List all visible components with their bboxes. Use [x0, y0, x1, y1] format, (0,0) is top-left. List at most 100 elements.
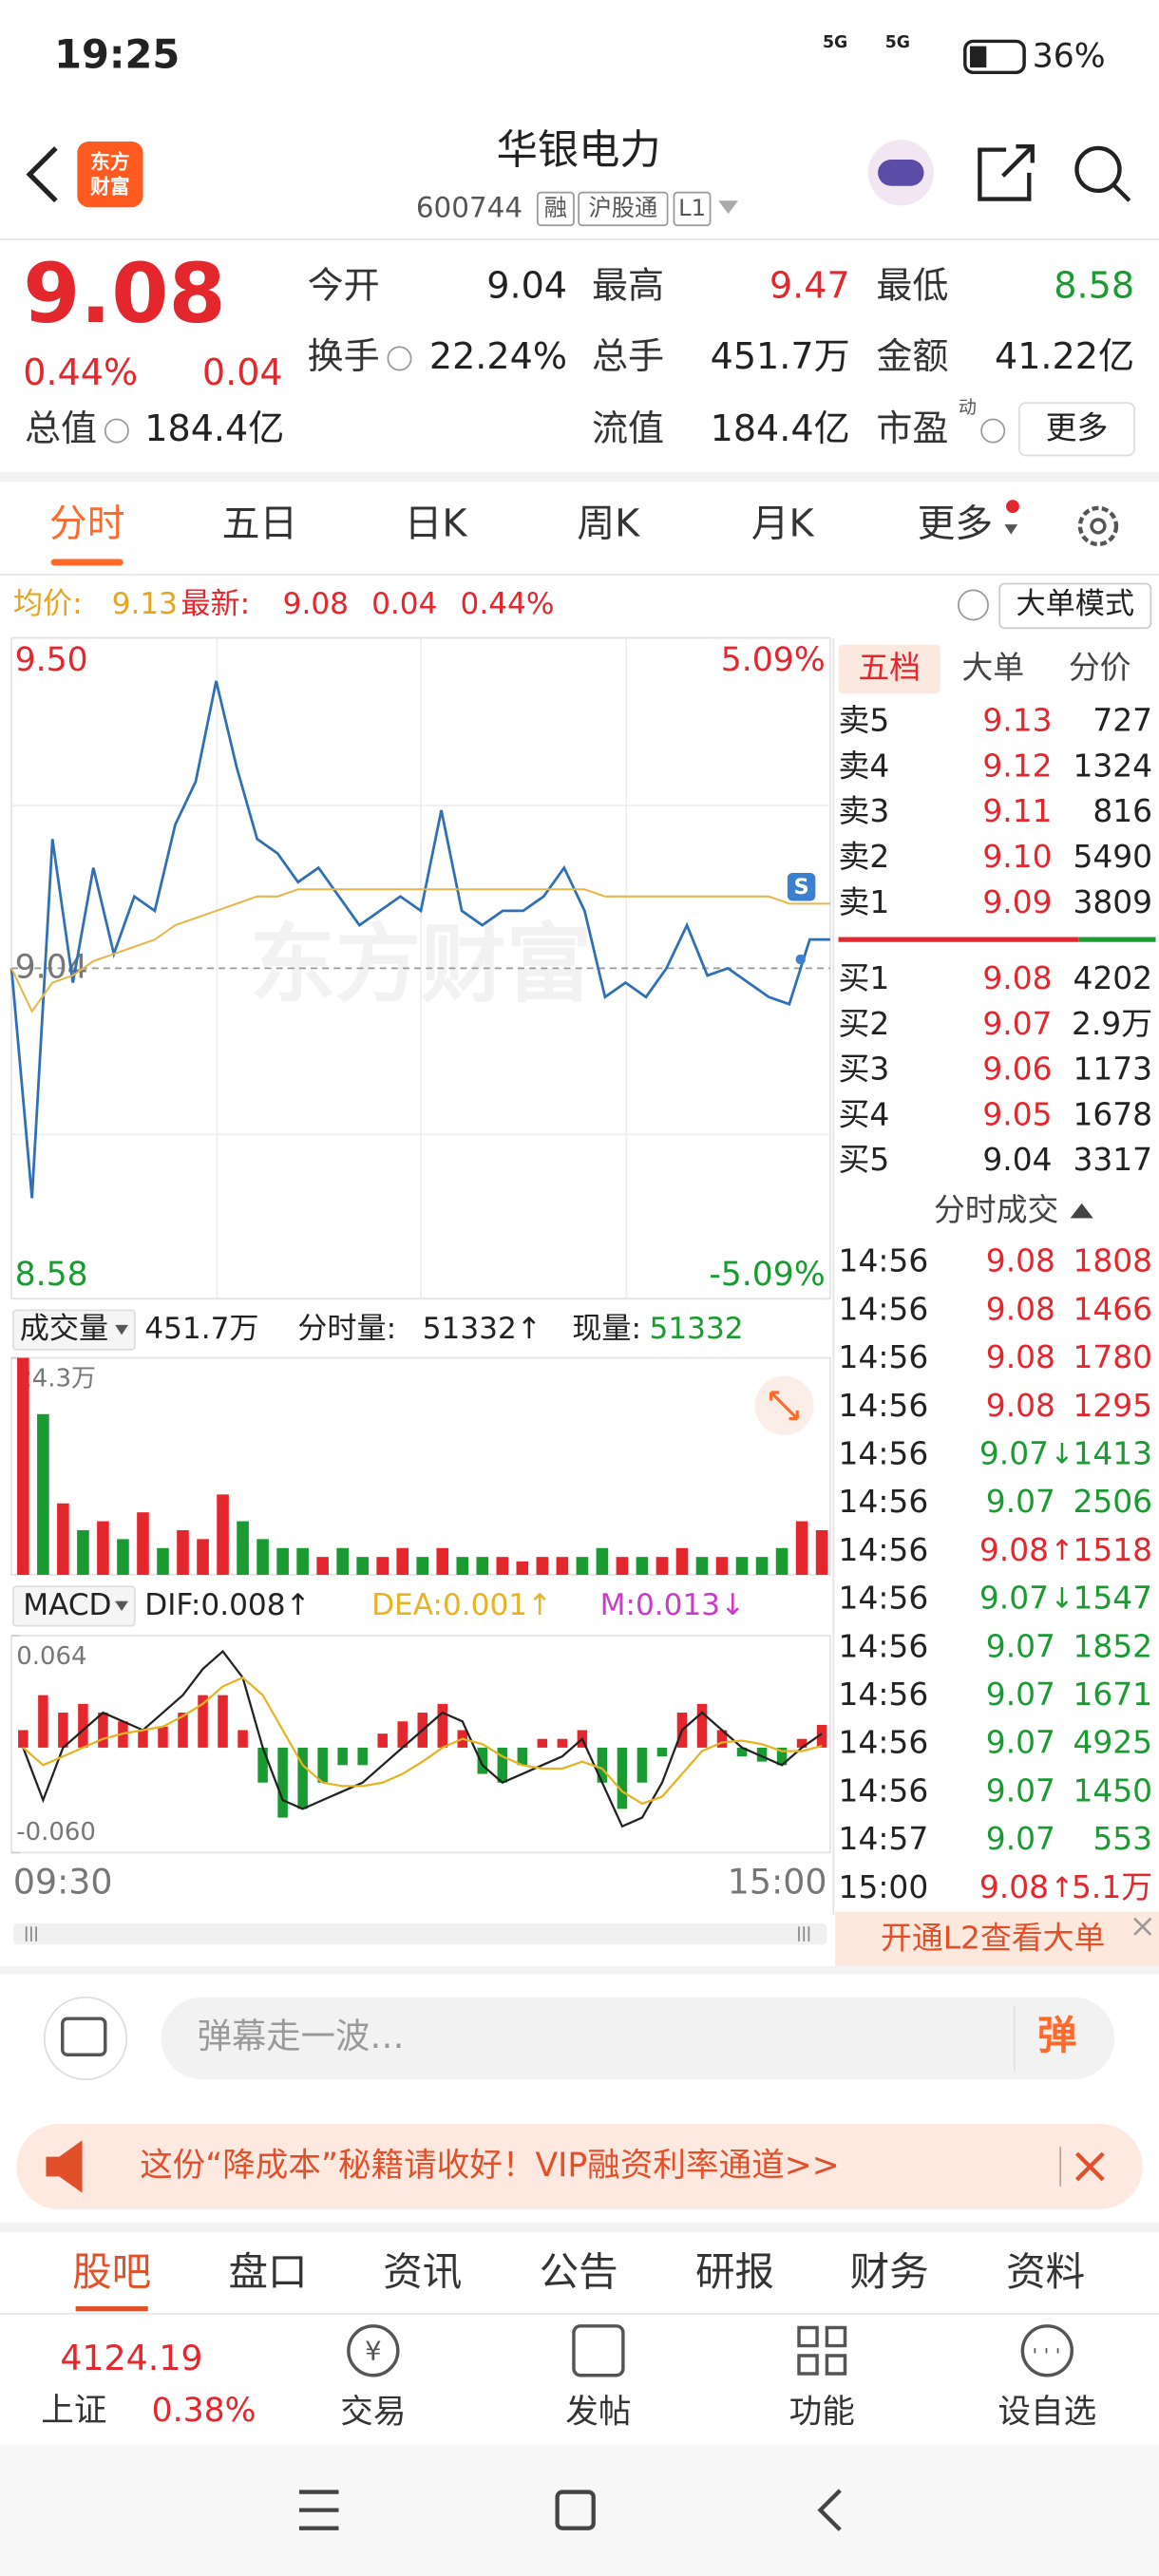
trade-volume: 553 — [1092, 1820, 1152, 1857]
settings-button[interactable] — [1077, 505, 1119, 547]
indicator-select[interactable] — [11, 1585, 136, 1627]
macd-bar — [537, 1738, 548, 1748]
book-level: 卖5 — [839, 701, 890, 738]
chart-tab[interactable]: 分时 — [49, 502, 125, 545]
book-volume: 727 — [1092, 701, 1152, 738]
macd-bar — [377, 1733, 388, 1748]
trade-time: 14:56 — [839, 1627, 929, 1664]
macd-bar — [238, 1730, 248, 1748]
book-volume: 5490 — [1073, 838, 1152, 875]
book-tab-bg — [838, 644, 940, 694]
tick-volume-value: 51332↑ — [423, 1312, 542, 1346]
indicator-select[interactable] — [11, 1309, 136, 1351]
latest-label: 最新: — [180, 587, 250, 621]
volume-bar — [296, 1547, 309, 1575]
volume-bar — [516, 1561, 529, 1575]
home-key[interactable] — [555, 2490, 596, 2530]
ad-banner[interactable] — [16, 2123, 1143, 2209]
ad-close[interactable] — [1074, 2151, 1105, 2182]
battery-level — [969, 46, 987, 68]
tick-volume-label: 分时量: — [297, 1312, 396, 1346]
stat-value: 41.22亿 — [995, 335, 1134, 377]
trade-volume: 1450 — [1073, 1771, 1152, 1809]
l2-banner[interactable] — [835, 1911, 1159, 1966]
dea-value: DEA:0.001↑ — [371, 1588, 552, 1622]
book-price: 9.05 — [982, 1095, 1052, 1132]
volume-bar — [775, 1547, 788, 1575]
divider — [0, 1965, 1159, 1975]
danmu-button[interactable]: 弹 — [1037, 2012, 1077, 2058]
stat-value: 22.24% — [429, 335, 567, 377]
book-volume: 816 — [1092, 792, 1152, 829]
macd-bar — [796, 1738, 808, 1748]
chart-tab[interactable]: 五日 — [222, 502, 298, 545]
section-tab[interactable]: 盘口 — [229, 2248, 308, 2295]
trade-direction: ↓ — [1051, 1437, 1074, 1469]
book-tab[interactable]: 五档 — [858, 649, 921, 686]
section-tab[interactable]: 资讯 — [383, 2248, 462, 2295]
trade-price: 9.07 — [986, 1483, 1055, 1520]
book-tab[interactable]: 大单 — [961, 649, 1024, 686]
book-volume: 1173 — [1073, 1051, 1152, 1088]
section-tab[interactable]: 公告 — [540, 2248, 618, 2295]
help-icon[interactable] — [958, 589, 989, 621]
settings-hub — [1090, 518, 1107, 535]
trade-time: 14:56 — [839, 1387, 929, 1424]
l2-close[interactable] — [1133, 1917, 1152, 1936]
nav-item[interactable]: 交易 — [340, 2394, 406, 2432]
section-tab[interactable]: 财务 — [850, 2248, 929, 2295]
logo-text: 东方 — [90, 150, 130, 173]
trade-price: 9.07 — [979, 1580, 1049, 1617]
share-button[interactable] — [978, 144, 1035, 201]
trade-price: 9.08 — [986, 1338, 1055, 1375]
macd-bar — [297, 1747, 308, 1809]
tag: L1 — [678, 195, 706, 221]
last-point — [795, 954, 806, 965]
mode-button-label[interactable]: 大单模式 — [1016, 587, 1134, 621]
mode-button[interactable] — [998, 582, 1152, 630]
info-icon — [387, 346, 412, 371]
scroll-handle[interactable] — [25, 1926, 810, 1941]
macd-bar — [58, 1713, 68, 1748]
more-button-label[interactable]: 更多 — [1046, 408, 1109, 445]
chart-tab[interactable]: 日K — [405, 502, 468, 545]
search-button[interactable] — [1074, 145, 1122, 194]
macd-bar — [437, 1703, 448, 1748]
book-volume: 2.9万 — [1072, 1005, 1152, 1042]
book-volume: 3317 — [1073, 1141, 1152, 1178]
section-tab[interactable]: 资料 — [1006, 2248, 1085, 2295]
macd-bar — [776, 1747, 788, 1766]
menu-key[interactable] — [298, 2490, 339, 2530]
tag-box — [537, 191, 575, 227]
chart-tab[interactable]: 月K — [751, 502, 815, 545]
back-key[interactable] — [817, 2489, 842, 2531]
function-icon — [797, 2325, 847, 2376]
avg-value: 9.13 — [112, 587, 178, 621]
back-button[interactable] — [26, 146, 58, 203]
macd-bar — [277, 1747, 288, 1818]
trade-price: 9.07 — [986, 1820, 1055, 1857]
tag-box — [673, 191, 712, 227]
chart-tab[interactable]: 周K — [577, 502, 640, 545]
macd-bar — [397, 1721, 408, 1748]
comment-icon[interactable] — [43, 1996, 128, 2081]
nav-item[interactable]: 功能 — [789, 2394, 855, 2432]
y-tick-label: 0.064 — [16, 1642, 86, 1671]
divider — [0, 471, 1159, 483]
tab-underline — [50, 559, 124, 566]
nav-item[interactable]: 发帖 — [565, 2394, 631, 2432]
book-tab[interactable]: 分价 — [1069, 649, 1131, 686]
scrollbar[interactable] — [12, 1923, 827, 1945]
l2-banner-text[interactable]: 开通L2查看大单 — [881, 1920, 1105, 1957]
section-tab[interactable]: 股吧 — [72, 2248, 151, 2295]
volume-bar — [137, 1512, 149, 1575]
section-tab[interactable]: 研报 — [695, 2248, 774, 2295]
more-button[interactable] — [1018, 402, 1135, 457]
book-price: 9.11 — [982, 792, 1052, 829]
chart-tab[interactable]: 更多 — [918, 502, 994, 545]
trade-volume: 1466 — [1073, 1290, 1152, 1327]
danmu-input[interactable] — [161, 1997, 1115, 2080]
nav-item[interactable]: 设自选 — [998, 2394, 1096, 2432]
macd-bar — [198, 1695, 208, 1748]
volume-bar — [735, 1557, 749, 1575]
